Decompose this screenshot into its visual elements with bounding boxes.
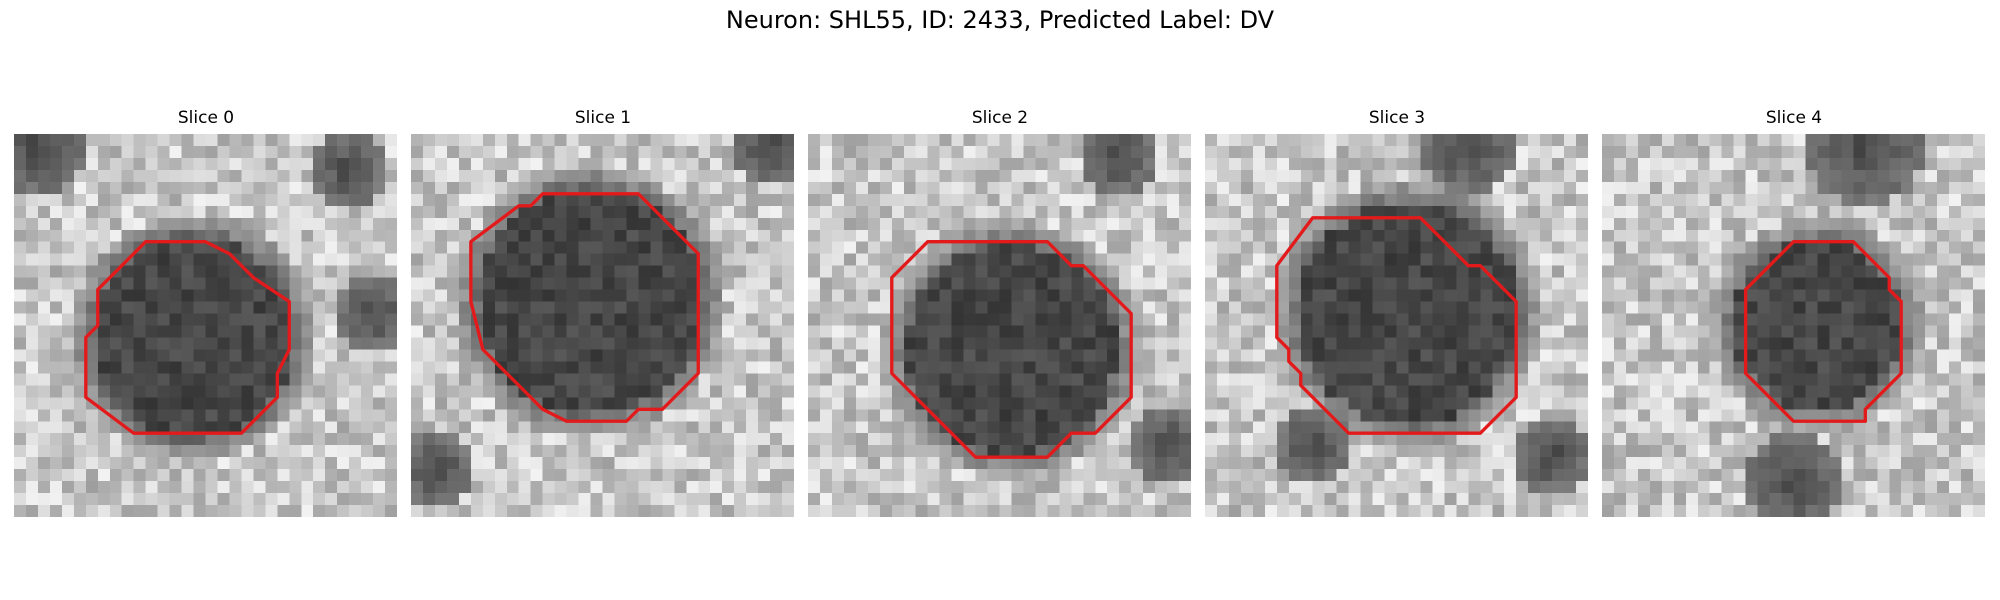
slice-image bbox=[808, 134, 1191, 517]
pixel-grid bbox=[14, 134, 397, 517]
pixel-grid bbox=[808, 134, 1191, 517]
slice-title: Slice 3 bbox=[1368, 108, 1426, 128]
slice-panel-3: Slice 3 bbox=[1205, 108, 1589, 520]
pixel-grid bbox=[411, 134, 794, 517]
pixel-grid bbox=[1602, 134, 1985, 517]
slice-title: Slice 1 bbox=[574, 108, 632, 128]
cell-contour bbox=[1743, 240, 1903, 423]
figure-title: Neuron: SHL55, ID: 2433, Predicted Label… bbox=[725, 6, 1275, 34]
slice-panel-0: Slice 0 bbox=[14, 108, 398, 520]
slice-panel-2: Slice 2 bbox=[808, 108, 1192, 520]
slice-title: Slice 0 bbox=[177, 108, 235, 128]
slice-image bbox=[1205, 134, 1588, 517]
slice-title: Slice 2 bbox=[971, 108, 1029, 128]
slice-panel-4: Slice 4 bbox=[1602, 108, 1986, 520]
pixel-grid bbox=[1205, 134, 1588, 517]
cell-contour bbox=[890, 240, 1133, 459]
slice-image bbox=[1602, 134, 1985, 517]
cell-contour bbox=[84, 240, 291, 435]
slice-image bbox=[411, 134, 794, 517]
cell-contour bbox=[1275, 216, 1518, 435]
slice-title: Slice 4 bbox=[1765, 108, 1823, 128]
slice-image bbox=[14, 134, 397, 517]
slice-panel-1: Slice 1 bbox=[411, 108, 795, 520]
cell-contour bbox=[469, 192, 700, 423]
